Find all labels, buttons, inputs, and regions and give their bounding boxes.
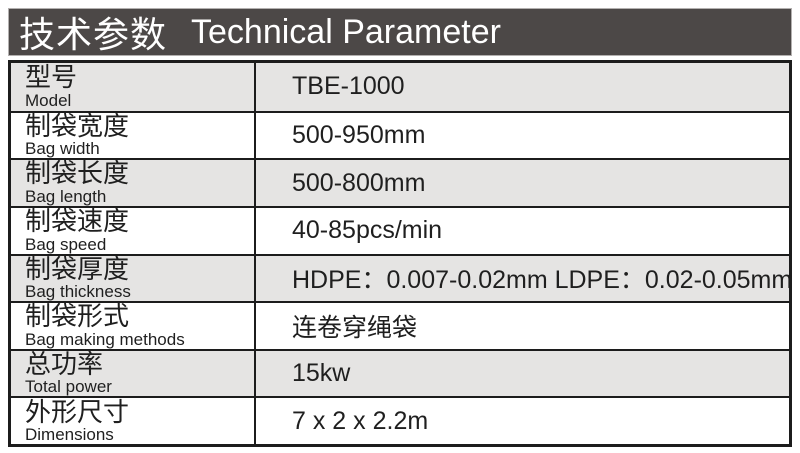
param-label-cn: 制袋长度 bbox=[25, 160, 130, 189]
param-value: 15kw bbox=[292, 359, 351, 388]
param-label-en: Total power bbox=[25, 377, 112, 397]
param-label-en: Dimensions bbox=[25, 425, 114, 444]
param-label-en: Bag length bbox=[25, 186, 107, 206]
param-label-cn: 制袋速度 bbox=[25, 207, 130, 236]
page-title-bar: 技术参数 Technical Parameter bbox=[8, 8, 792, 56]
parameters-table: 型号 Model TBE-1000 制袋宽度 Bag width 500-950… bbox=[8, 60, 792, 447]
param-label-en: Bag making methods bbox=[25, 329, 185, 349]
table-row-bag-making-methods: 制袋形式 Bag making methods 连卷穿绳袋 bbox=[11, 301, 789, 349]
param-label-cell: 制袋长度 Bag length bbox=[11, 160, 256, 206]
param-label-cell: 制袋形式 Bag making methods bbox=[11, 303, 256, 349]
table-row-total-power: 总功率 Total power 15kw bbox=[11, 348, 789, 397]
param-value: 500-950mm bbox=[292, 120, 426, 149]
param-value: HDPE：0.007-0.02mm LDPE：0.02-0.05mm bbox=[292, 266, 789, 295]
param-label-en: Bag width bbox=[25, 139, 100, 159]
param-label-cn: 制袋宽度 bbox=[25, 112, 130, 141]
param-label-cell: 外形尺寸 Dimensions bbox=[11, 398, 256, 444]
param-label-cell: 制袋宽度 Bag width bbox=[11, 112, 256, 159]
param-label-cell: 总功率 Total power bbox=[11, 350, 256, 397]
table-row-bag-width: 制袋宽度 Bag width 500-950mm bbox=[11, 110, 789, 159]
param-value: TBE-1000 bbox=[292, 72, 405, 101]
param-value: 40-85pcs/min bbox=[292, 216, 443, 245]
param-label-cell: 型号 Model bbox=[11, 63, 256, 111]
param-value: 7 x 2 x 2.2m bbox=[292, 406, 429, 435]
param-value: 500-800mm bbox=[292, 168, 426, 197]
page-title-chinese: 技术参数 bbox=[19, 14, 168, 55]
param-label-cn: 型号 bbox=[25, 63, 78, 93]
table-row-bag-speed: 制袋速度 Bag speed 40-85pcs/min bbox=[11, 205, 789, 254]
table-row-bag-thickness: 制袋厚度 Bag thickness HDPE：0.007-0.02mm LDP… bbox=[11, 253, 789, 302]
param-label-cn: 制袋形式 bbox=[25, 303, 130, 332]
page-title-english: Technical Parameter bbox=[191, 12, 501, 51]
param-label-en: Bag speed bbox=[25, 234, 107, 254]
param-label-en: Bag thickness bbox=[25, 282, 131, 302]
table-row-bag-length: 制袋长度 Bag length 500-800mm bbox=[11, 158, 789, 206]
table-row-model: 型号 Model TBE-1000 bbox=[11, 63, 789, 111]
param-label-cell: 制袋厚度 Bag thickness bbox=[11, 255, 256, 302]
param-label-cell: 制袋速度 Bag speed bbox=[11, 207, 256, 254]
param-label-cn: 总功率 bbox=[25, 350, 104, 379]
table-row-dimensions: 外形尺寸 Dimensions 7 x 2 x 2.2m bbox=[11, 396, 789, 444]
param-label-en: Model bbox=[25, 90, 72, 110]
param-label-cn: 外形尺寸 bbox=[25, 398, 130, 427]
param-value: 连卷穿绳袋 bbox=[292, 313, 418, 342]
param-label-cn: 制袋厚度 bbox=[25, 255, 130, 284]
